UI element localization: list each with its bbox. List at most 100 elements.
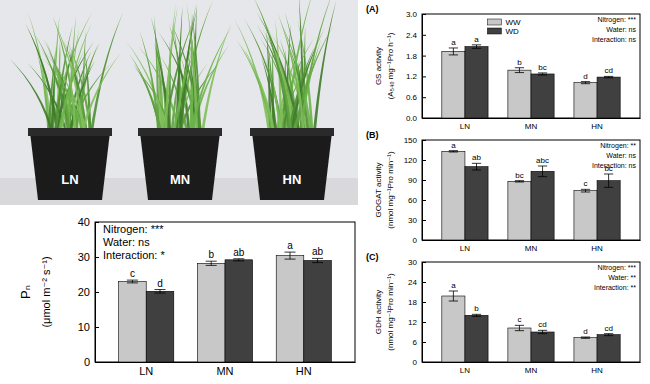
error-bar-stem <box>542 330 543 333</box>
chart: 0.00.61.21.82.43.0LNMNHNGS activity(A₅₄₀… <box>366 4 641 131</box>
significance-letter: cd <box>604 324 612 333</box>
photo-label: HN <box>283 172 302 187</box>
error-bar <box>154 290 165 294</box>
error-bar-cap <box>312 262 323 263</box>
error-bar <box>538 73 547 75</box>
panel-label: (C) <box>366 252 379 262</box>
error-bar-cap <box>581 338 590 339</box>
stats-text: Water: ns <box>103 236 150 248</box>
y-tick-label: 3.0 <box>406 10 418 19</box>
leaf <box>53 16 79 138</box>
y-tick: 30 <box>78 251 99 263</box>
y-tick-label: 150 <box>404 136 418 145</box>
y-axis-line <box>422 263 423 363</box>
error-bar <box>449 291 458 301</box>
significance-letter: a <box>451 38 456 47</box>
y-tick-mark <box>422 97 426 98</box>
stats-text: Nitrogen: *** <box>103 223 164 235</box>
leaf <box>292 26 333 138</box>
leaf <box>154 43 172 138</box>
leaf <box>252 0 297 138</box>
bar <box>197 263 225 362</box>
bar <box>465 47 488 118</box>
leaf <box>261 56 278 138</box>
y-tick-mark <box>422 160 426 161</box>
panel-label: (B) <box>366 130 379 140</box>
leaf <box>56 64 70 138</box>
x-tick: HN <box>591 240 603 253</box>
photo: LNMNHN <box>0 0 358 205</box>
bar <box>574 83 597 118</box>
bar <box>304 261 332 363</box>
error-bar-stem <box>211 261 212 265</box>
y-tick: 60 <box>408 196 426 205</box>
y-tick: 150 <box>404 136 426 145</box>
y-tick: 120 <box>404 156 426 165</box>
bar <box>442 296 465 362</box>
bar <box>597 335 620 362</box>
x-axis: LNMNHN <box>423 118 641 131</box>
y-tick-label: 6 <box>413 338 418 347</box>
x-tick: MN <box>525 362 538 375</box>
error-bar-cap <box>515 325 524 326</box>
y-tick: 40 <box>78 216 99 228</box>
y-tick-mark <box>422 302 426 303</box>
error-bar <box>515 68 524 73</box>
error-bar-cap <box>515 330 524 331</box>
y-tick-mark <box>422 322 426 323</box>
x-tick-label: MN <box>525 244 538 253</box>
y-tick: 18 <box>408 298 426 307</box>
x-tick-label: HN <box>591 366 603 375</box>
bar <box>465 167 488 240</box>
leaf <box>67 63 77 138</box>
error-bar <box>449 48 458 55</box>
y-tick-label: 10 <box>78 321 90 333</box>
leaf <box>53 17 86 138</box>
error-bar <box>206 261 217 265</box>
error-bar <box>449 151 458 152</box>
y-axis-title: GS activity <box>374 47 383 85</box>
x-tick-label: MN <box>525 366 538 375</box>
error-bar-cap <box>604 76 613 77</box>
error-bar <box>538 330 547 333</box>
significance-letter: a <box>287 240 293 251</box>
stats-text: Water: ns <box>606 26 636 33</box>
significance-letter: cd <box>538 320 546 329</box>
y-tick-label: 1.8 <box>406 52 418 61</box>
leaf <box>25 23 60 138</box>
error-bar-cap <box>233 258 244 259</box>
error-bar-cap <box>538 75 547 76</box>
x-tick: LN <box>460 362 470 375</box>
y-tick: 10 <box>78 321 99 333</box>
x-tick-label: LN <box>460 122 470 131</box>
leaf <box>126 41 170 138</box>
plant <box>126 0 232 138</box>
leaf <box>255 0 292 138</box>
error-bar <box>581 337 590 338</box>
significance-letter: d <box>157 278 163 289</box>
leaf <box>239 42 276 138</box>
leaf <box>312 0 336 138</box>
legend-label: WW <box>505 18 521 27</box>
error-bar <box>604 334 613 336</box>
y-tick-mark <box>422 342 426 343</box>
y-tick-mark <box>95 222 99 223</box>
y-tick-mark <box>95 327 99 328</box>
leaf <box>294 63 305 138</box>
y-tick: 90 <box>408 176 426 185</box>
y-tick-label: 60 <box>408 196 417 205</box>
y-tick-label: 0.6 <box>406 93 418 102</box>
bar <box>119 282 147 363</box>
significance-letter: a <box>474 35 479 44</box>
error-bar-cap <box>449 47 458 48</box>
error-bar <box>472 45 481 48</box>
x-tick: MN <box>216 362 233 377</box>
significance-letter: b <box>208 249 214 260</box>
leaf <box>289 27 326 138</box>
bar <box>531 332 554 362</box>
leaf <box>244 19 285 138</box>
y-axis: 0306090120150 <box>404 136 426 245</box>
error-bar-cap <box>154 289 165 290</box>
error-bar <box>581 189 590 192</box>
error-bar-cap <box>449 291 458 292</box>
